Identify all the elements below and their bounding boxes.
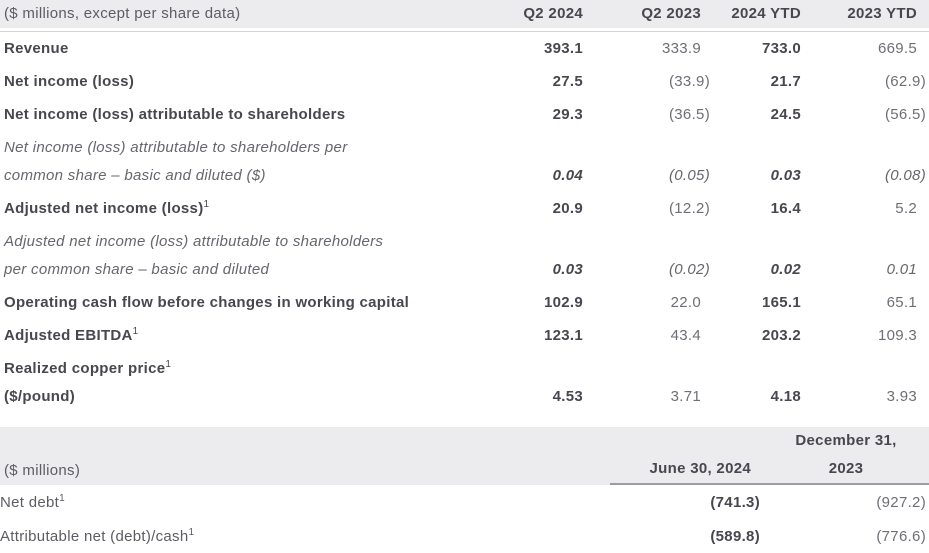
row-label: Adjusted net income (loss) attributable … — [0, 225, 470, 286]
cell: 43.4 — [670, 326, 701, 344]
row-label: Adjusted EBITDA1 — [4, 325, 139, 344]
cell: (56.5) — [885, 105, 926, 123]
cell: 3.71 — [670, 387, 701, 405]
row-label-line1: Net income (loss) attributable to shareh… — [4, 138, 348, 156]
cell: 0.03 — [552, 260, 583, 278]
table-row-net-income-per-share: Net income (loss) attributable to shareh… — [0, 131, 929, 192]
cell: 65.1 — [886, 293, 917, 311]
cell: (0.08) — [885, 166, 926, 184]
row-label-line1: Realized copper price1 — [4, 358, 171, 377]
footnote-ref: 1 — [188, 526, 195, 538]
footnote-ref: 1 — [165, 358, 171, 370]
row-label-line2: ($/pound) — [4, 387, 76, 405]
row-label: Net income (loss) attributable to shareh… — [0, 131, 470, 192]
row-label: Net debt1 — [0, 492, 65, 511]
cell: 21.7 — [770, 72, 801, 90]
cell: 0.04 — [552, 166, 583, 184]
units-note: ($ millions) — [0, 427, 610, 485]
cell: 4.18 — [770, 387, 801, 405]
cell: 669.5 — [877, 39, 917, 57]
cell: (0.02) — [669, 260, 710, 278]
row-label: Adjusted net income (loss)1 — [4, 198, 210, 217]
table-row-net-income-shareholders: Net income (loss) attributable to shareh… — [0, 98, 929, 131]
cell: 24.5 — [770, 105, 801, 123]
row-label: Operating cash flow before changes in wo… — [4, 293, 410, 311]
cell: (927.2) — [876, 493, 926, 511]
cell: 4.53 — [552, 387, 583, 405]
cell: (776.6) — [876, 527, 926, 545]
cell: (741.3) — [710, 493, 760, 511]
cell: 16.4 — [770, 199, 801, 217]
cell: 333.9 — [661, 39, 701, 57]
row-label: Net income (loss) attributable to shareh… — [4, 105, 346, 123]
quarterly-results-table: ($ millions, except per share data) Q2 2… — [0, 0, 929, 413]
table-row-net-debt: Net debt1 (741.3) (927.2) — [0, 485, 929, 519]
table-row-adjusted-net-income: Adjusted net income (loss)1 20.9 (12.2) … — [0, 192, 929, 225]
column-header-q2-2023: Q2 2023 — [595, 0, 713, 32]
row-label: Net income (loss) — [4, 72, 135, 90]
units-note-header: ($ millions, except per share data) — [0, 0, 470, 32]
cell: 3.93 — [886, 387, 917, 405]
cell: 0.01 — [886, 260, 917, 278]
row-label: Attributable net (debt)/cash1 — [0, 526, 195, 545]
column-header-december-31-2023: December 31, 2023 — [763, 427, 929, 485]
cell: 165.1 — [761, 293, 801, 311]
cell: 0.02 — [770, 260, 801, 278]
cell: (0.05) — [669, 166, 710, 184]
cell: 5.2 — [895, 199, 917, 217]
footnote-ref: 1 — [203, 198, 210, 210]
table-row-net-income: Net income (loss) 27.5 (33.9) 21.7 (62.9… — [0, 65, 929, 98]
table-header-row: ($ millions, except per share data) Q2 2… — [0, 0, 929, 32]
column-header-june-30-2024: June 30, 2024 — [610, 427, 763, 485]
cell: (33.9) — [669, 72, 710, 90]
table-row-adjusted-net-income-per-share: Adjusted net income (loss) attributable … — [0, 225, 929, 286]
cell: 29.3 — [552, 105, 583, 123]
cell: 22.0 — [670, 293, 701, 311]
cell: (589.8) — [710, 527, 760, 545]
footnote-ref: 1 — [132, 325, 139, 337]
cell: 123.1 — [543, 326, 583, 344]
cell: 733.0 — [761, 39, 801, 57]
column-header-2024-ytd: 2024 YTD — [713, 0, 813, 32]
column-header-q2-2024: Q2 2024 — [470, 0, 595, 32]
row-label-line1: Adjusted net income (loss) attributable … — [4, 232, 384, 250]
row-label: Realized copper price1 ($/pound) — [0, 352, 470, 413]
row-label-line2: common share – basic and diluted ($) — [4, 166, 266, 184]
table-header-row: ($ millions) June 30, 2024 December 31, … — [0, 427, 929, 485]
cell: 109.3 — [877, 326, 917, 344]
row-label-line2: per common share – basic and diluted — [4, 260, 270, 278]
cell: (12.2) — [669, 199, 710, 217]
cell: 393.1 — [543, 39, 583, 57]
units-note: ($ millions, except per share data) — [0, 0, 470, 28]
column-header-2023-ytd: 2023 YTD — [813, 0, 929, 32]
table-row-attributable-net-debt-cash: Attributable net (debt)/cash1 (589.8) (7… — [0, 519, 929, 553]
footnote-ref: 1 — [59, 492, 65, 504]
cell: 0.03 — [770, 166, 801, 184]
cell: 203.2 — [761, 326, 801, 344]
table-row-realized-copper-price: Realized copper price1 ($/pound) 4.53 3.… — [0, 352, 929, 413]
table-row-adjusted-ebitda: Adjusted EBITDA1 123.1 43.4 203.2 109.3 — [0, 319, 929, 352]
cell: (62.9) — [885, 72, 926, 90]
net-debt-table: ($ millions) June 30, 2024 December 31, … — [0, 427, 929, 553]
cell: 102.9 — [543, 293, 583, 311]
cell: (36.5) — [669, 105, 710, 123]
table-row-revenue: Revenue 393.1 333.9 733.0 669.5 — [0, 32, 929, 65]
cell: 20.9 — [552, 199, 583, 217]
cell: 27.5 — [552, 72, 583, 90]
row-label: Revenue — [4, 39, 69, 57]
table-row-operating-cash-flow: Operating cash flow before changes in wo… — [0, 286, 929, 319]
